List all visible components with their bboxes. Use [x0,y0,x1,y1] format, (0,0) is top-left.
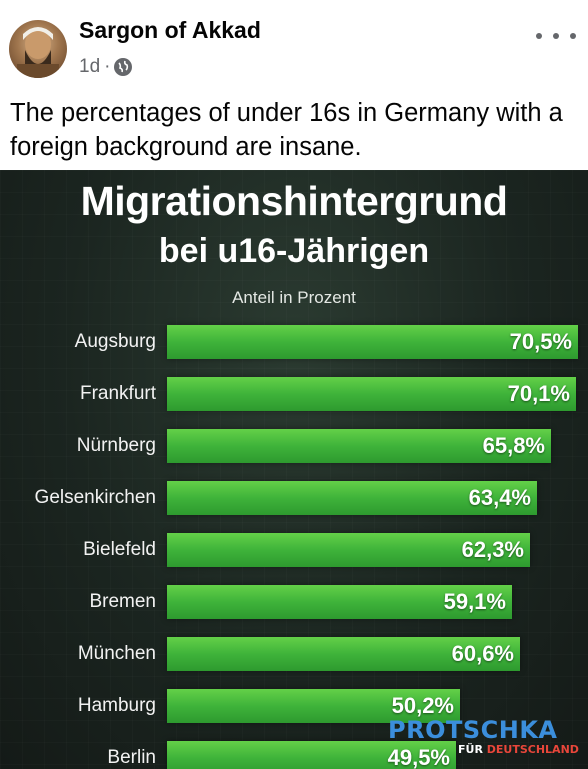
chart-unit-label: Anteil in Prozent [232,288,356,307]
value-label: 59,1% [443,589,506,614]
post-meta: 1d · [79,56,133,78]
bar-row: München 60,6% [0,637,588,671]
bar [167,689,460,723]
logo-main: PROTSCHKA [388,716,558,744]
bar-row: Bielefeld 62,3% [0,533,588,567]
dot [536,33,542,39]
more-options-icon[interactable] [536,24,576,48]
author-name[interactable]: Sargon of Akkad [79,17,261,43]
chart-subtitle: bei u16-Jährigen [158,232,430,270]
category-label: Augsburg [74,331,156,352]
logo-sub-accent: DEUTSCHLAND [486,743,579,756]
post-time[interactable]: 1d [79,56,101,77]
category-label: Berlin [107,747,156,768]
value-label: 62,3% [461,537,524,562]
post-header: Sargon of Akkad 1d · [0,0,588,92]
bar [167,533,530,567]
category-label: München [77,643,156,664]
logo-sub-prefix: FÜR [458,743,483,756]
dot [553,33,559,39]
bar-row: Gelsenkirchen 63,4% [0,481,588,515]
category-label: Frankfurt [79,383,156,404]
avatar-portrait-icon [17,27,59,78]
logo-sub: FÜR DEUTSCHLAND [458,743,579,756]
value-label: 65,8% [482,433,545,458]
value-label: 70,5% [509,329,572,354]
bar [167,429,551,463]
category-label: Bremen [89,591,156,612]
bar-row: Nürnberg 65,8% [0,429,588,463]
category-label: Hamburg [77,695,156,716]
post-text: The percentages of under 16s in Germany … [10,99,563,161]
value-label: 60,6% [451,641,514,666]
bar [167,741,456,769]
protschka-logo: PROTSCHKA FÜR DEUTSCHLAND [388,716,584,762]
category-label: Gelsenkirchen [34,487,156,508]
globe-icon[interactable] [114,58,133,76]
bar [167,325,578,359]
bar-row: Bremen 59,1% [0,585,588,619]
category-label: Bielefeld [83,539,156,560]
value-label: 63,4% [468,485,531,510]
bar [167,637,520,671]
dot [570,33,576,39]
bar [167,377,576,411]
category-label: Nürnberg [76,435,156,456]
bar [167,481,537,515]
bar-row: Frankfurt 70,1% [0,377,588,411]
bar [167,585,512,619]
bar-row: Hamburg 50,2% [0,689,588,723]
value-label: 50,2% [391,693,454,718]
meta-separator: · [104,56,111,77]
value-label: 70,1% [507,381,570,406]
chart-image[interactable]: Migrationshintergrund bei u16-Jährigen A… [0,170,588,769]
value-label: 49,5% [387,745,450,769]
bar-row: Augsburg 70,5% [0,325,588,359]
bar-chart: Augsburg 70,5% Frankfurt 70,1% Nürnberg 65,8%… [0,170,588,769]
avatar[interactable] [9,20,67,78]
chart-title: Migrationshintergrund [80,178,508,224]
bar-row: Berlin 49,5% [0,741,588,769]
